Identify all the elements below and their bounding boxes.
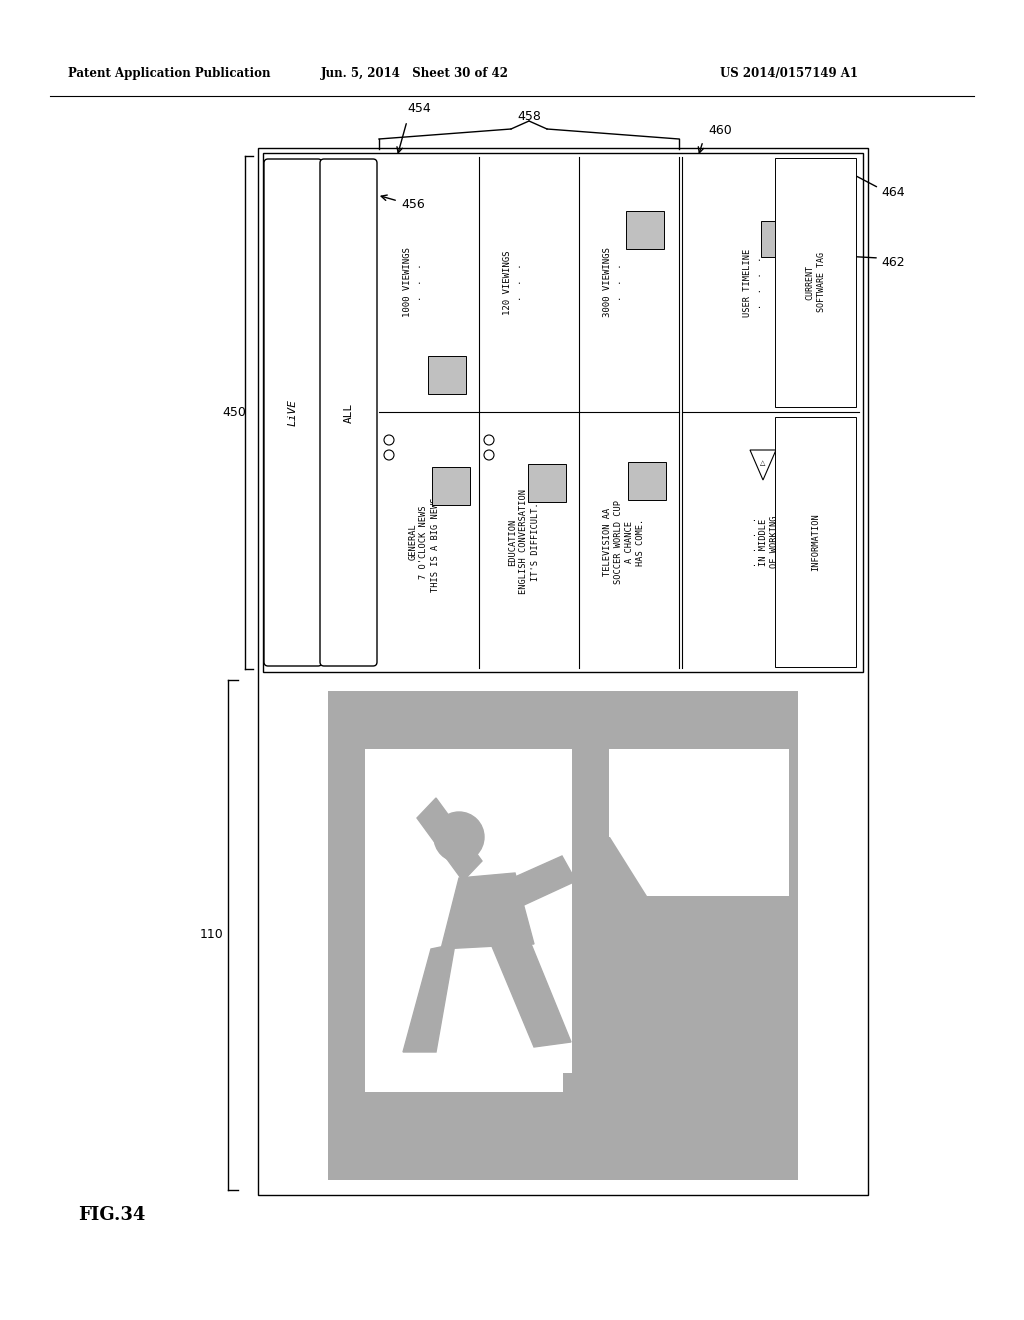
Text: 120 VIEWINGS
.  .  .: 120 VIEWINGS . . .	[503, 251, 523, 314]
Polygon shape	[403, 944, 455, 1052]
Text: ALL: ALL	[343, 403, 353, 422]
Text: Patent Application Publication: Patent Application Publication	[68, 66, 270, 79]
Text: 110: 110	[200, 928, 224, 941]
Text: △: △	[760, 461, 766, 466]
Polygon shape	[609, 748, 790, 896]
Text: 456: 456	[401, 198, 425, 211]
Bar	[428, 356, 466, 393]
Text: 458: 458	[517, 111, 541, 124]
FancyBboxPatch shape	[319, 158, 377, 667]
Text: 462: 462	[881, 256, 904, 269]
Text: CURRENT
SOFTWARE TAG: CURRENT SOFTWARE TAG	[806, 252, 825, 313]
Text: IN MIDDLE
OF WORKING: IN MIDDLE OF WORKING	[759, 516, 779, 568]
Bar	[432, 467, 470, 506]
Text: LiVE: LiVE	[288, 399, 298, 426]
Circle shape	[434, 812, 484, 862]
Text: 1000 VIEWINGS
.  .  .: 1000 VIEWINGS . . .	[403, 248, 423, 317]
Text: TELEVISION AA
SOCCER WORLD CUP
A CHANCE
HAS COME.: TELEVISION AA SOCCER WORLD CUP A CHANCE …	[603, 500, 645, 583]
Bar	[775, 158, 856, 407]
Bar	[258, 148, 868, 1195]
Text: EDUCATION
ENGLISH CONVERSATION
IT'S DIFFICULT.: EDUCATION ENGLISH CONVERSATION IT'S DIFF…	[508, 490, 540, 594]
FancyBboxPatch shape	[264, 158, 322, 667]
Bar	[528, 465, 566, 502]
Text: GENERAL
7 O'CLOCK NEWS
THIS IS A BIG NEWS.: GENERAL 7 O'CLOCK NEWS THIS IS A BIG NEW…	[409, 492, 439, 591]
Circle shape	[384, 436, 394, 445]
Text: 3000 VIEWINGS
.  .  .: 3000 VIEWINGS . . .	[603, 248, 623, 317]
Polygon shape	[506, 855, 575, 906]
Bar	[775, 417, 856, 667]
Bar	[628, 462, 666, 500]
Text: 450: 450	[222, 405, 246, 418]
Polygon shape	[417, 799, 482, 880]
Bar	[600, 1026, 780, 1073]
Bar	[263, 153, 863, 672]
Text: 454: 454	[407, 102, 431, 115]
Polygon shape	[750, 450, 776, 480]
Polygon shape	[490, 939, 571, 1047]
Text: US 2014/0157149 A1: US 2014/0157149 A1	[720, 66, 858, 79]
Circle shape	[484, 436, 494, 445]
Text: .  .  .  .: . . . .	[749, 517, 758, 568]
Circle shape	[384, 450, 394, 459]
Text: 452: 452	[348, 209, 372, 222]
Text: 464: 464	[881, 186, 904, 199]
Text: USER TIMELINE
.  .  .  .: USER TIMELINE . . . .	[743, 248, 763, 317]
Bar	[572, 748, 609, 1092]
Circle shape	[484, 450, 494, 459]
Polygon shape	[441, 873, 534, 949]
Text: 460: 460	[708, 124, 732, 137]
Bar	[626, 211, 664, 249]
Bar	[328, 690, 798, 1180]
Text: Jun. 5, 2014   Sheet 30 of 42: Jun. 5, 2014 Sheet 30 of 42	[321, 66, 509, 79]
Bar	[365, 748, 572, 1092]
Text: FIG.34: FIG.34	[78, 1206, 145, 1224]
Bar	[563, 1073, 780, 1140]
Bar	[761, 220, 797, 257]
Text: INFORMATION: INFORMATION	[811, 513, 820, 570]
